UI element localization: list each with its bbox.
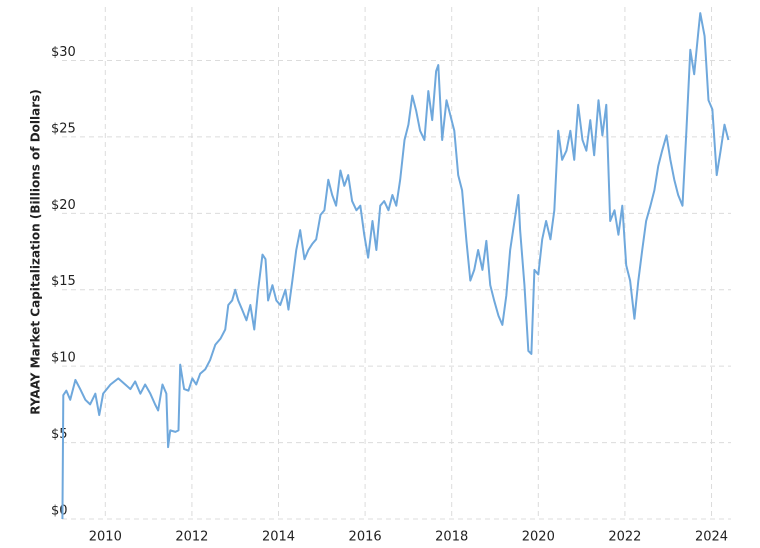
data-line	[61, 12, 730, 520]
x-tick-label: 2014	[262, 530, 295, 545]
x-tick-label: 2018	[435, 530, 468, 545]
x-tick-label: 2012	[175, 530, 208, 545]
y-tick-label: $25	[51, 121, 76, 136]
x-tick-label: 2010	[89, 530, 122, 545]
x-tick-label: 2022	[608, 530, 641, 545]
y-tick-label: $0	[51, 504, 68, 519]
x-tick-label: 2024	[695, 530, 728, 545]
y-tick-label: $15	[51, 274, 76, 289]
y-tick-label: $10	[51, 351, 76, 366]
y-axis-label: RYAAY Market Capitalization (Billions of…	[29, 89, 43, 415]
x-tick-label: 2016	[349, 530, 382, 545]
x-tick-label: 2020	[522, 530, 555, 545]
y-tick-label: $20	[51, 198, 76, 213]
y-tick-label: $30	[51, 45, 76, 60]
y-tick-label: $5	[51, 427, 68, 442]
